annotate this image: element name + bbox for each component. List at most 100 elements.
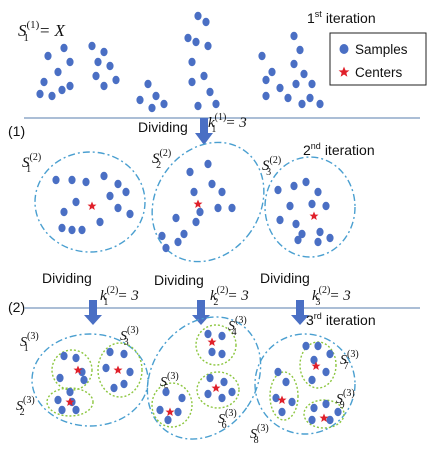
subcluster-s3-3-outline <box>97 342 143 398</box>
sample-dot <box>68 225 76 235</box>
sample-dot <box>272 393 280 403</box>
sample-dot <box>276 83 284 93</box>
sample-dot <box>52 175 60 185</box>
subcluster-label-s9-3: S(3) 9 <box>336 388 355 411</box>
sample-dot <box>274 185 282 195</box>
iteration1-label-set: S(1) 1 = X <box>18 19 66 44</box>
sample-dot <box>274 367 282 377</box>
sample-dot <box>302 341 310 351</box>
sample-dot <box>288 397 296 407</box>
sample-dot <box>310 403 318 413</box>
sample-dot <box>188 57 196 67</box>
sample-dot <box>126 209 134 219</box>
subcluster-label-s8-3: S(3) 8 <box>250 423 269 446</box>
center-star-icon <box>113 365 123 374</box>
cluster-label-s3-2: S(2) 3 <box>262 155 281 178</box>
sample-dot <box>314 341 322 351</box>
subcluster-s2-3-outline <box>46 387 94 417</box>
sample-dot <box>326 233 334 243</box>
legend-samples-label: Samples <box>355 42 408 57</box>
sample-dot <box>302 177 310 187</box>
sample-dot <box>148 103 156 113</box>
sample-dot <box>208 347 216 357</box>
sample-dot <box>290 59 298 69</box>
step2-arrow-1-icon <box>84 300 102 325</box>
sample-dot <box>66 81 74 91</box>
sample-dot <box>160 99 168 109</box>
sample-dot <box>164 415 172 425</box>
cluster-label-s1-2: S(2) 1 <box>22 152 41 175</box>
sample-dot <box>192 37 200 47</box>
step2-k3-label: k(2) 3 = 3 <box>312 285 351 308</box>
sample-dot <box>106 61 114 71</box>
sample-dot <box>316 227 324 237</box>
sample-dot <box>220 377 228 387</box>
step2-dividing-label-2: Dividing <box>154 272 204 288</box>
sample-dot <box>314 187 322 197</box>
sample-dot <box>112 75 120 85</box>
subcluster-s4-3-outline <box>195 324 237 366</box>
set-x-label: S(1) 1 = X <box>18 19 66 44</box>
sample-dot <box>292 79 300 89</box>
samples-iteration3 <box>54 329 342 425</box>
sample-dot <box>308 79 316 89</box>
sample-dot <box>284 93 292 103</box>
cluster-s3-2-outline-iter3 <box>254 333 356 435</box>
sample-dot <box>80 375 88 385</box>
sample-dot <box>66 387 74 397</box>
legend-centers-label: Centers <box>355 65 403 80</box>
subcluster-label-s1-3: S(3) 1 <box>20 331 39 354</box>
legend-box <box>329 32 427 86</box>
sample-dot <box>298 229 306 239</box>
sample-dot <box>72 197 80 207</box>
sample-dot <box>158 231 166 241</box>
sample-dot <box>100 171 108 181</box>
sample-dot <box>218 331 226 341</box>
sample-dot <box>58 405 66 415</box>
sample-dot <box>40 77 48 87</box>
subcluster-label-s7-3: S(3) 7 <box>340 349 359 372</box>
sample-dot <box>206 373 214 383</box>
step2-arrow-3-icon <box>291 300 309 325</box>
sample-dot <box>290 31 298 41</box>
samples-iteration2 <box>52 159 334 253</box>
legend: Samples Centers <box>329 32 427 86</box>
sample-dot <box>178 393 186 403</box>
subcluster-label-s3-3: S(3) 3 <box>120 325 139 348</box>
sample-dot <box>188 77 196 87</box>
sample-dot <box>194 11 202 21</box>
sample-dot <box>180 229 188 239</box>
sample-dot <box>290 181 298 191</box>
cluster-outlines-iter2 <box>34 141 356 263</box>
subcluster-s8-3-outline <box>269 371 299 421</box>
sample-dot <box>126 367 134 377</box>
sample-dot <box>122 187 130 197</box>
sample-dot <box>322 201 330 211</box>
center-star-icon <box>193 199 203 208</box>
sample-dot <box>218 187 226 197</box>
sample-dot <box>184 33 192 43</box>
sample-dot <box>258 51 266 61</box>
sample-dot <box>36 89 44 99</box>
step1-dividing-label: Dividing <box>138 119 188 135</box>
sample-dot <box>172 213 180 223</box>
sample-dot <box>114 179 122 189</box>
sample-dot <box>298 99 306 109</box>
sample-dot <box>204 389 212 399</box>
sample-dot <box>322 367 330 377</box>
sample-dot <box>156 405 164 415</box>
step2-dividing-label-1: Dividing <box>42 270 92 286</box>
sample-dot <box>92 71 100 81</box>
sample-dot <box>314 237 322 247</box>
sample-dot <box>282 377 290 387</box>
sample-dot <box>194 101 202 111</box>
sample-dot <box>60 43 68 53</box>
sample-dot <box>278 407 286 417</box>
center-star-icon <box>87 201 97 210</box>
sample-dot <box>66 57 74 67</box>
step2-arrow-2-icon <box>192 300 210 325</box>
sample-dot <box>196 207 204 217</box>
sample-dot <box>204 41 212 51</box>
iteration-2-label: 2nd iteration <box>303 141 375 158</box>
